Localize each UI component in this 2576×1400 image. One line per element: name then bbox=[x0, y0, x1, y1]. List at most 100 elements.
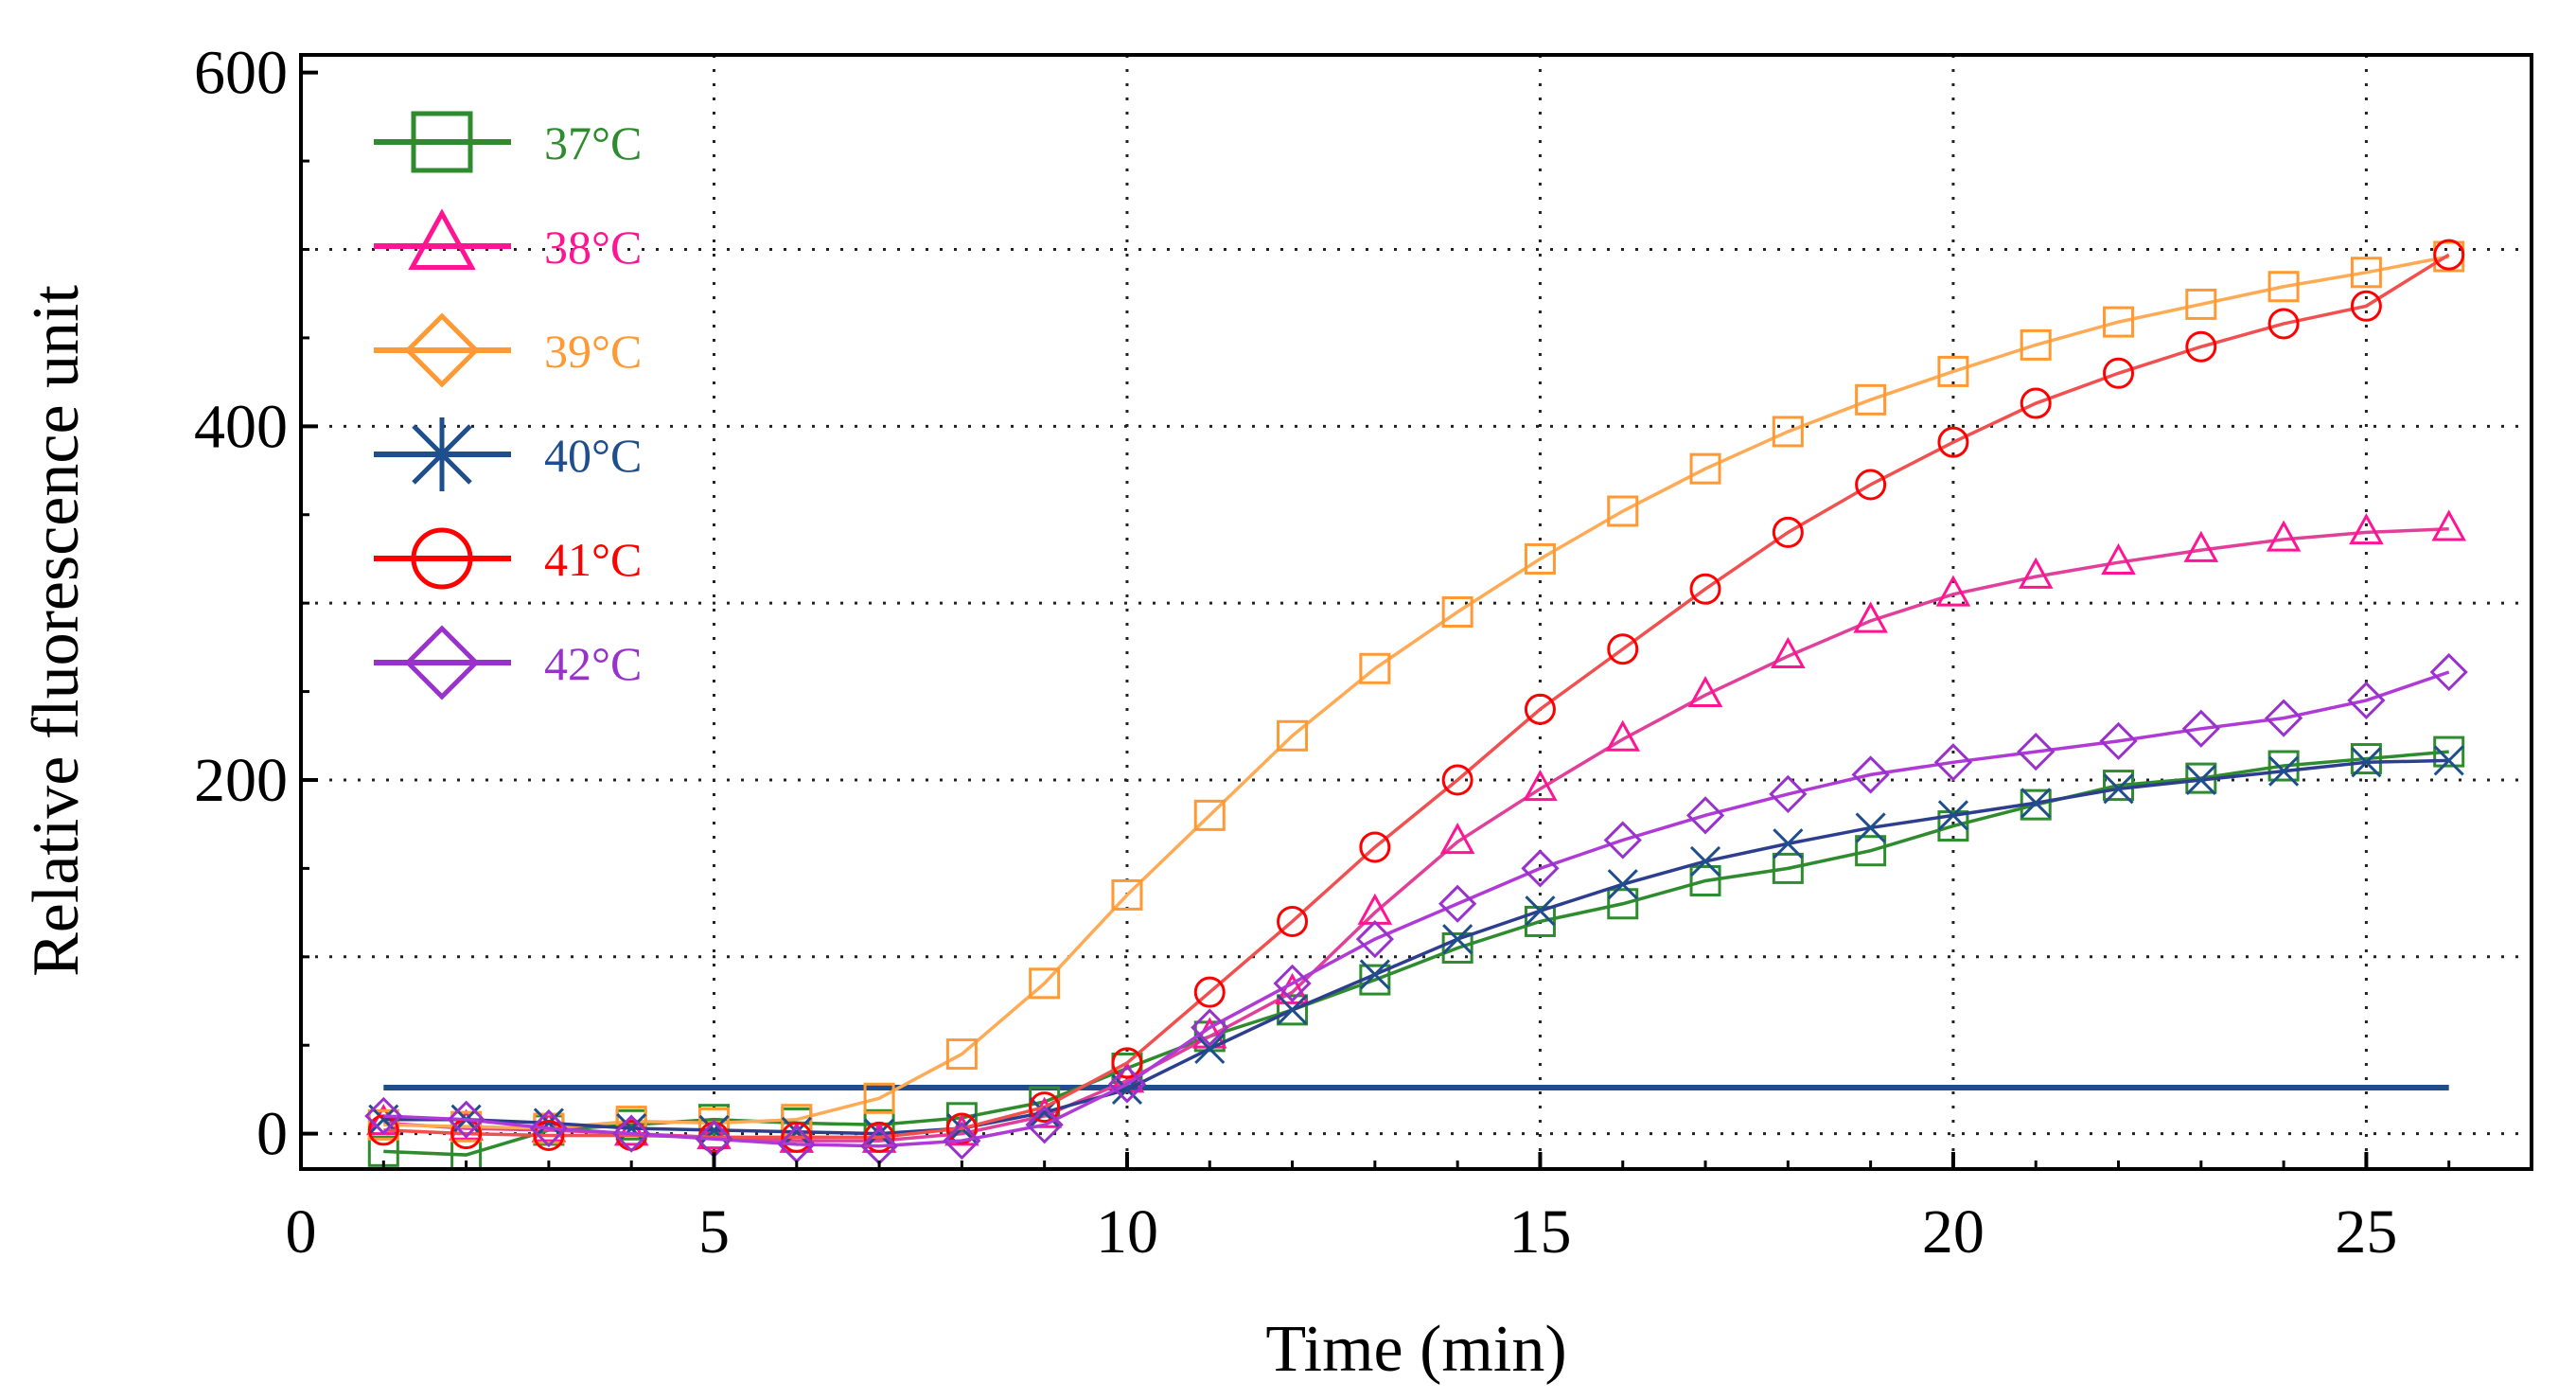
data-point bbox=[864, 1118, 895, 1149]
y-axis-title: Relative fluorescence unit bbox=[20, 285, 93, 977]
data-point bbox=[1855, 469, 1887, 501]
data-point bbox=[1025, 1106, 1064, 1144]
data-point-stroke bbox=[1525, 895, 1556, 927]
data-point bbox=[2433, 239, 2465, 271]
data-point bbox=[533, 1120, 565, 1152]
data-point bbox=[1525, 895, 1556, 927]
data-point bbox=[612, 1114, 651, 1153]
data-point bbox=[1441, 596, 1473, 628]
data-point bbox=[2020, 788, 2052, 819]
data-point bbox=[945, 1112, 978, 1144]
data-point bbox=[1603, 821, 1642, 859]
x-tick-label: 10 bbox=[1096, 1197, 1158, 1267]
data-point bbox=[1937, 810, 1969, 842]
data-point-stroke bbox=[616, 1112, 647, 1144]
data-point-stroke bbox=[1359, 959, 1390, 990]
x-tick-label: 15 bbox=[1509, 1197, 1571, 1267]
legend-marker-icon bbox=[411, 527, 473, 590]
data-point bbox=[2103, 306, 2135, 338]
legend: 37°C 38°C 39°C 40°C 41°C 42°C bbox=[374, 111, 642, 700]
data-point bbox=[1935, 575, 1971, 607]
legend-label: 37°C bbox=[544, 116, 642, 169]
legend-item-3: 39°C bbox=[374, 312, 642, 388]
data-point bbox=[2185, 764, 2216, 796]
data-point bbox=[367, 1114, 399, 1146]
data-point-stroke bbox=[1855, 812, 1886, 843]
data-point bbox=[1193, 799, 1226, 831]
data-point bbox=[2267, 271, 2300, 303]
data-point bbox=[2351, 747, 2382, 778]
data-point bbox=[1439, 823, 1475, 855]
x-tick-label: 0 bbox=[286, 1197, 317, 1267]
legend-marker-icon bbox=[404, 625, 480, 700]
data-point-stroke bbox=[1607, 869, 1638, 900]
data-point bbox=[533, 1108, 564, 1139]
data-point bbox=[1107, 1065, 1147, 1104]
data-point bbox=[2185, 288, 2217, 320]
plot-frame bbox=[299, 53, 2533, 1171]
data-point bbox=[447, 1100, 485, 1139]
data-point-stroke bbox=[2103, 773, 2134, 805]
data-point bbox=[1689, 452, 1721, 485]
data-point bbox=[1771, 636, 1806, 668]
data-point bbox=[2267, 750, 2300, 782]
data-point bbox=[945, 1102, 978, 1134]
data-point bbox=[2183, 530, 2219, 562]
legend-label: 38°C bbox=[544, 221, 642, 274]
data-point-stroke bbox=[1442, 924, 1473, 955]
data-point bbox=[1523, 769, 1558, 802]
data-point bbox=[1851, 755, 1890, 794]
x-tick-label: 5 bbox=[698, 1197, 730, 1267]
data-point bbox=[1521, 849, 1560, 888]
data-point bbox=[863, 1121, 895, 1153]
x-tick-label: 25 bbox=[2335, 1197, 2397, 1267]
legend-label: 39°C bbox=[544, 325, 642, 378]
data-point bbox=[2020, 328, 2052, 361]
data-point bbox=[1359, 831, 1391, 863]
data-point bbox=[2018, 557, 2054, 589]
x-axis-title: Time (min) bbox=[1265, 1313, 1566, 1386]
data-point bbox=[945, 1038, 978, 1071]
y-tick-label: 400 bbox=[194, 392, 288, 461]
legend-item-5: 41°C bbox=[374, 527, 642, 590]
data-point bbox=[2101, 542, 2136, 575]
data-point bbox=[1277, 719, 1309, 752]
data-point bbox=[1855, 835, 1887, 867]
legend-item-6: 42°C bbox=[374, 625, 642, 700]
data-point bbox=[1442, 924, 1473, 955]
series-3 bbox=[367, 240, 2465, 1144]
data-point bbox=[2185, 330, 2217, 363]
data-point bbox=[2429, 652, 2468, 692]
data-point bbox=[2103, 770, 2135, 802]
data-point-stroke bbox=[2020, 788, 2052, 819]
data-point bbox=[781, 1116, 812, 1147]
y-tick-label: 200 bbox=[194, 746, 288, 815]
data-point bbox=[1193, 976, 1226, 1008]
data-point bbox=[1277, 905, 1309, 937]
legend-marker-icon bbox=[411, 111, 473, 173]
data-point-stroke bbox=[1194, 1033, 1226, 1065]
data-point bbox=[616, 1112, 647, 1144]
data-point bbox=[781, 1121, 813, 1153]
data-point bbox=[1689, 864, 1721, 896]
axes: 0 5 10 15 20 25 0 200 400 600 bbox=[194, 39, 2533, 1267]
data-point bbox=[1438, 884, 1477, 923]
data-point-stroke bbox=[2185, 764, 2216, 796]
data-point bbox=[1524, 693, 1556, 725]
legend-marker-icon bbox=[408, 208, 476, 270]
data-point bbox=[2433, 735, 2465, 768]
data-point bbox=[1111, 1073, 1143, 1105]
data-point bbox=[1607, 888, 1639, 920]
data-point bbox=[1607, 495, 1639, 527]
data-point-stroke bbox=[781, 1116, 812, 1147]
y-tick-label: 0 bbox=[256, 1100, 288, 1169]
data-point bbox=[1607, 633, 1639, 665]
grid bbox=[301, 55, 2532, 1169]
data-point bbox=[863, 1082, 895, 1114]
data-point bbox=[2347, 681, 2386, 720]
data-point-stroke bbox=[533, 1108, 564, 1139]
data-point bbox=[1275, 972, 1310, 1004]
